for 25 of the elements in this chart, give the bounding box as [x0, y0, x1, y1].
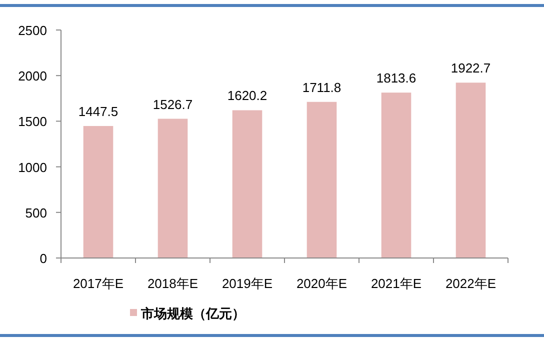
- y-tick-label: 2500: [18, 23, 47, 38]
- data-label: 1620.2: [227, 88, 268, 104]
- x-tick-label: 2019年E: [222, 276, 273, 291]
- bar: [232, 110, 262, 258]
- data-label: 1526.7: [152, 96, 193, 112]
- legend-label: 市场规模（亿元）: [140, 306, 245, 321]
- y-tick-label: 1000: [18, 160, 47, 175]
- y-tick-label: 2000: [18, 68, 47, 84]
- y-tick-label: 500: [25, 205, 47, 220]
- x-tick-label: 2020年E: [296, 276, 348, 291]
- data-label: 1922.7: [450, 60, 491, 76]
- x-tick-label: 2018年E: [147, 276, 198, 291]
- data-label: 1447.5: [78, 104, 118, 119]
- bar: [306, 102, 337, 258]
- data-label: 1813.6: [376, 70, 416, 86]
- x-tick-label: 2022年E: [445, 276, 496, 291]
- x-tick-label: 2021年E: [370, 276, 422, 291]
- y-tick-label: 1500: [18, 114, 47, 130]
- x-tick-label: 2017年E: [72, 276, 124, 291]
- bar: [381, 92, 412, 258]
- bar: [158, 118, 188, 258]
- bar: [83, 126, 114, 258]
- y-tick-label: 0: [40, 251, 47, 266]
- bar: [456, 82, 486, 258]
- data-label: 1711.8: [302, 80, 342, 95]
